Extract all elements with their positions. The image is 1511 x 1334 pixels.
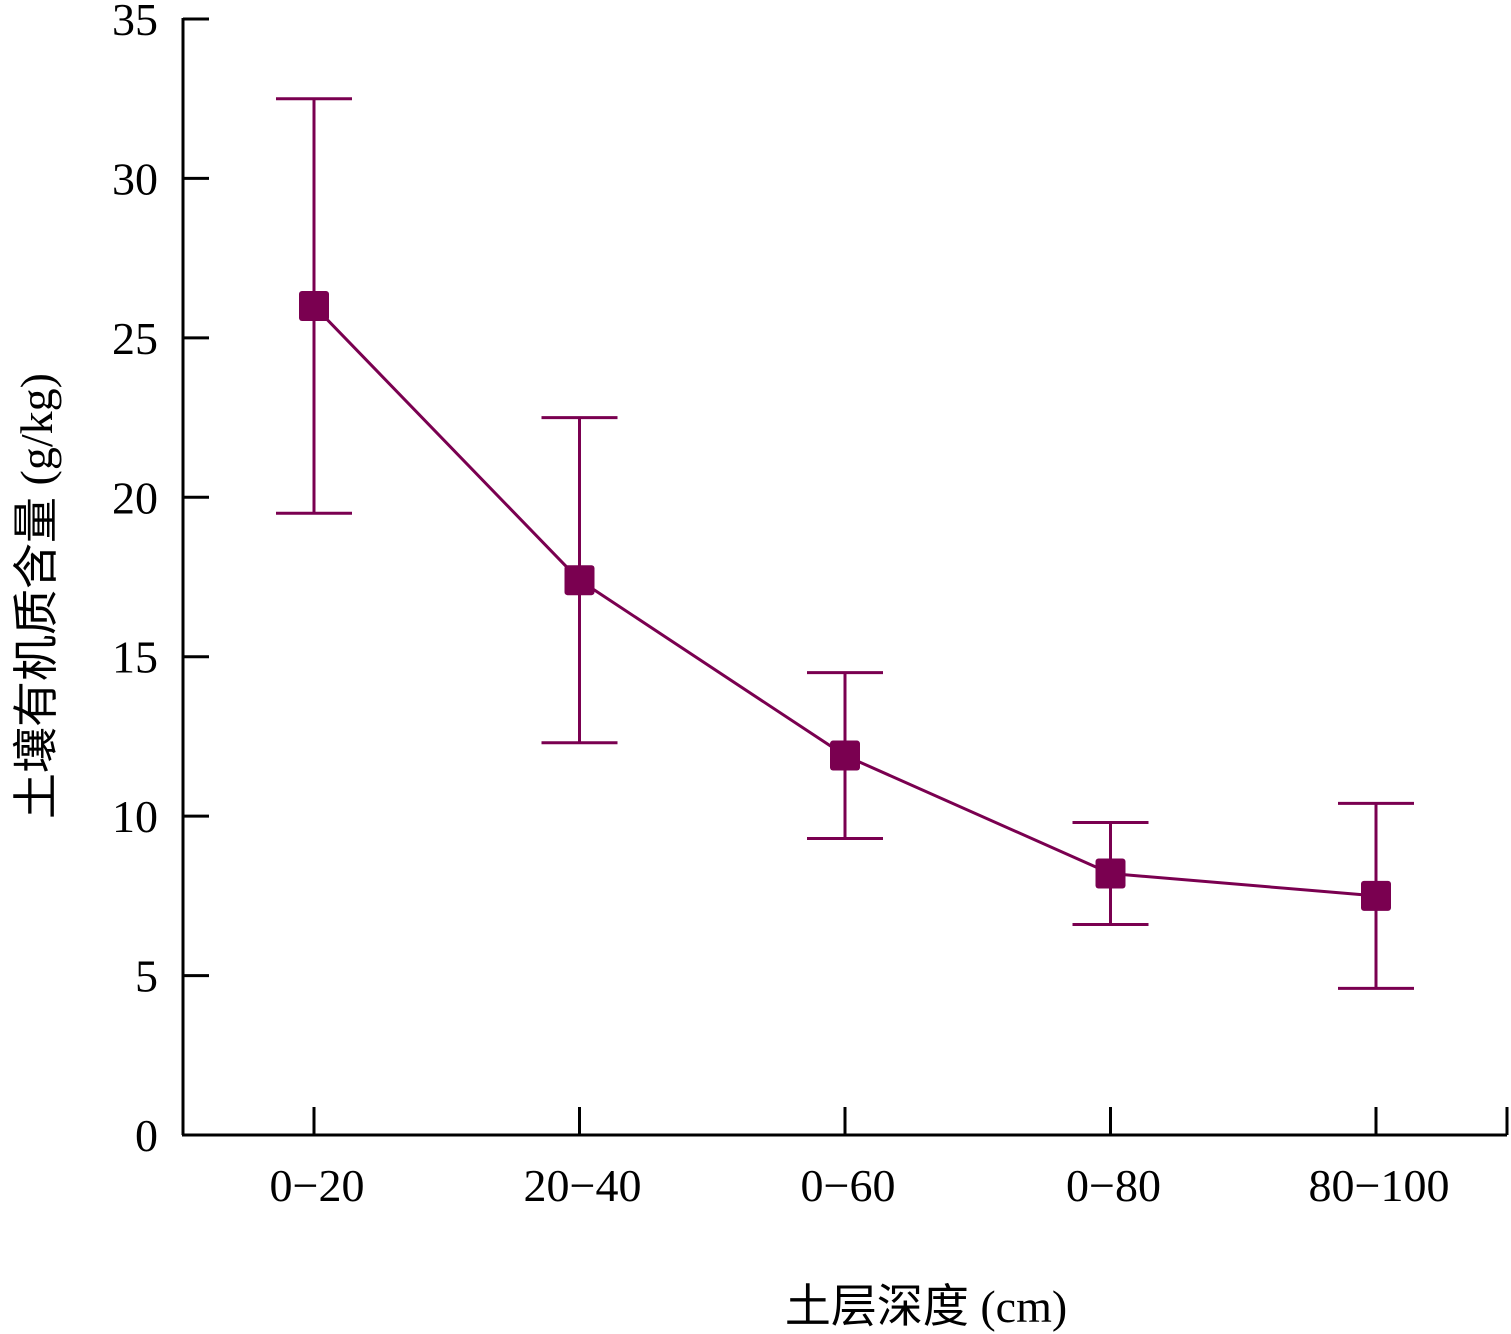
series-layer [276,97,1414,990]
data-point [830,740,860,771]
x-tick-label: 20−40 [524,1160,642,1211]
x-tick-label: 0−60 [801,1160,896,1211]
y-tick-label: 5 [135,951,158,1002]
x-axis-ticks: 0−20 20−40 0−60 0−80 80−100 [270,1107,1509,1211]
y-tick-label: 30 [112,153,158,204]
y-tick-label: 20 [112,472,158,523]
y-axis-ticks: 0 5 10 15 20 25 30 35 [112,0,209,1161]
x-axis-title: 土层深度 (cm) [785,1281,1067,1332]
x-tick-label: 80−100 [1309,1160,1450,1211]
y-tick-label: 25 [112,313,158,364]
data-point [564,565,595,596]
y-tick-label: 15 [112,632,158,683]
y-axis-title: 土壤有机质含量 (g/kg) [11,373,62,819]
y-tick-label: 0 [135,1110,158,1161]
data-point [1361,880,1391,911]
data-point [299,290,329,321]
y-tick-label: 10 [112,791,158,842]
x-tick-label: 0−20 [270,1160,365,1211]
y-tick-label: 35 [112,0,158,45]
x-tick-label: 0−80 [1066,1160,1161,1211]
data-point [1095,858,1126,889]
